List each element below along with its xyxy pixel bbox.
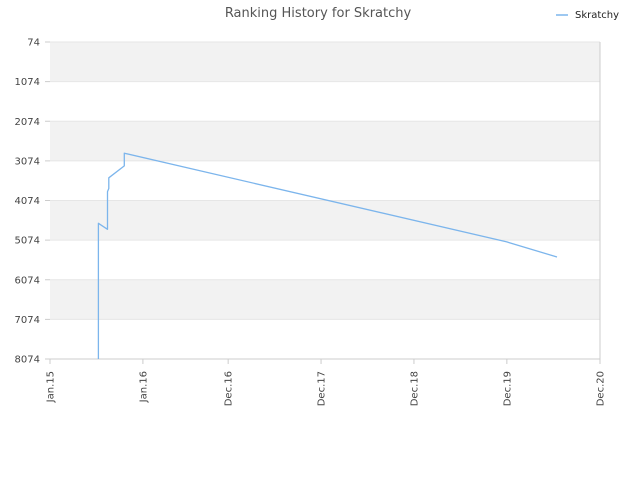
x-tick-label: Dec.20 [596,371,607,406]
y-tick-label: 1074 [15,77,40,88]
grid-band [50,240,600,280]
y-axis-ticks: 74 1074 2074 3074 4074 5074 6074 7074 8074 [15,38,50,366]
grid-band [50,121,600,161]
y-tick-label: 2074 [15,117,40,128]
x-axis-ticks: Jan.15 Jan.16 Dec.16 Dec.17 Dec.18 Dec.19 Dec.… [46,359,607,406]
x-tick-label: Dec.18 [409,371,420,406]
x-tick-label: Dec.17 [317,371,328,406]
x-tick-label: Jan.16 [138,371,149,403]
y-tick-label: 4074 [15,196,40,207]
grid-bands [50,42,600,359]
y-tick-label: 5074 [15,236,40,247]
grid-band [50,200,600,241]
series-line-skratchy [97,152,558,359]
grid-band [50,81,600,122]
x-tick-label: Dec.19 [502,371,513,406]
y-tick-label: 6074 [15,275,40,286]
grid-band [50,279,600,320]
y-tick-label: 8074 [15,355,40,366]
x-tick-label: Jan.15 [46,371,57,403]
y-tick-label: 3074 [15,156,40,167]
chart-title: Ranking History for Skratchy [225,6,412,21]
y-tick-label: 74 [27,38,40,49]
x-tick-label: Dec.16 [224,371,235,406]
series-layer [97,152,558,359]
legend[interactable]: Skratchy [556,10,619,21]
grid-band [50,160,600,201]
grid-band [50,319,600,359]
legend-label-skratchy: Skratchy [575,10,619,21]
grid-band [50,42,600,82]
y-tick-label: 7074 [15,315,40,326]
